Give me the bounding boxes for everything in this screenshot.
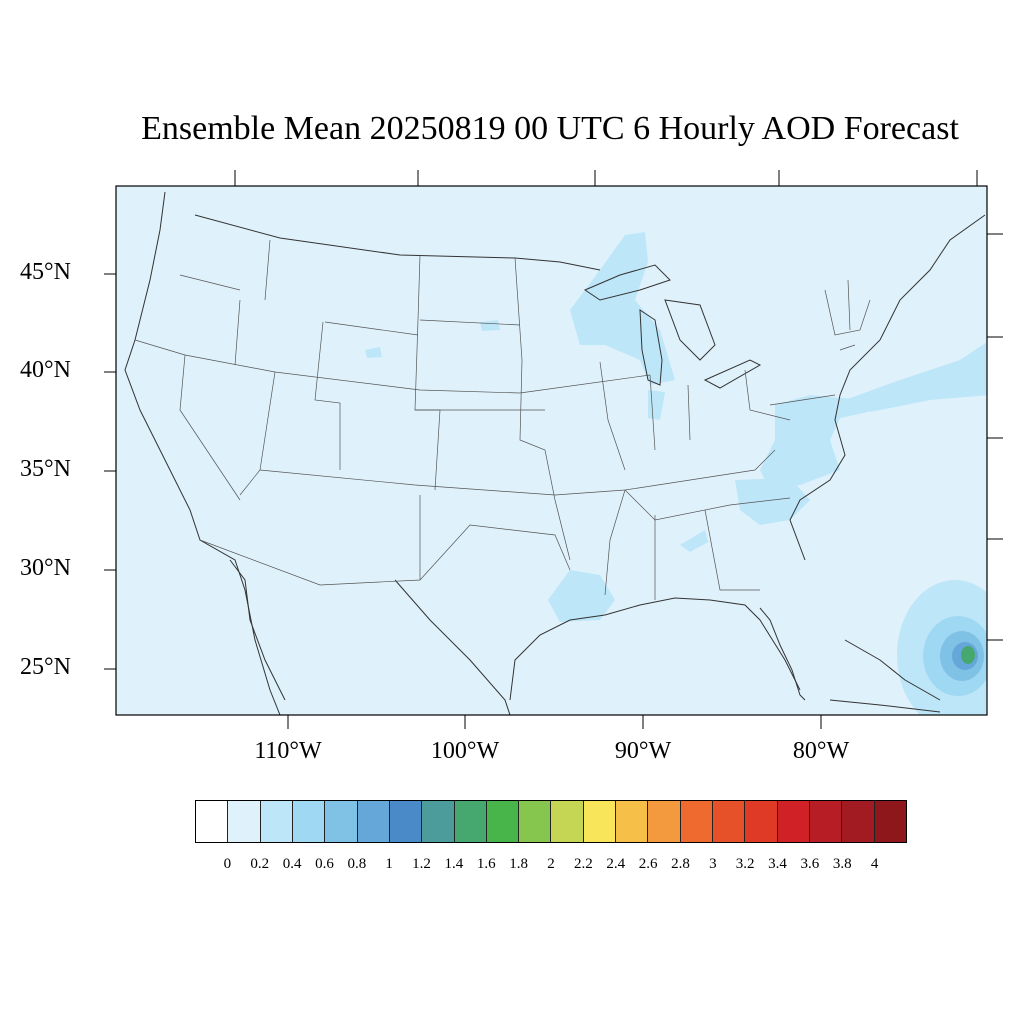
colorbar-level-label: 0.6: [315, 856, 334, 872]
colorbar-level-label: 0.2: [250, 856, 270, 872]
lat-ticks: [104, 273, 116, 670]
colorbar-swatch: [228, 801, 261, 842]
lake-erie: [703, 359, 762, 389]
map-frame: [115, 185, 988, 716]
aod-region-alabama: [680, 530, 708, 552]
colorbar-level-label: 2: [547, 856, 555, 872]
colorbar-swatch: [422, 801, 455, 842]
colorbar-level-label: 1.4: [444, 856, 464, 872]
colorbar-level-label: 3.2: [735, 856, 755, 872]
texas-coast-line: [509, 597, 801, 701]
gulf-coast-line: [394, 579, 511, 715]
colorbar-swatch: [551, 801, 584, 842]
aod-region-carolinas: [735, 478, 810, 525]
colorbar-swatch: [486, 801, 520, 842]
lon-label-110: 110°W: [254, 738, 322, 764]
colorbar-swatch: [648, 801, 681, 842]
state-borders: [134, 239, 871, 600]
top-ticks: [234, 170, 978, 186]
lake-superior: [583, 264, 671, 301]
aod-region-wyoming: [365, 347, 382, 358]
lon-label-80: 80°W: [792, 738, 850, 764]
bottom-ticks: [287, 715, 822, 729]
bahamas: [844, 639, 941, 701]
colorbar-level-label: 1.2: [412, 856, 431, 872]
cuba: [829, 699, 941, 713]
colorbar-swatch: [713, 801, 746, 842]
colorbar: [195, 800, 907, 843]
colorbar-swatch: [616, 801, 649, 842]
colorbar-swatch: [292, 801, 326, 842]
canada-border-line: [194, 214, 601, 271]
aod-region-great-lakes: [570, 232, 675, 385]
colorbar-swatch: [454, 801, 487, 842]
colorbar-swatch: [680, 801, 713, 842]
aod-region-mid-atlantic: [760, 395, 870, 490]
lon-label-90: 90°W: [614, 738, 672, 764]
colorbar-level-label: 3.8: [832, 856, 852, 872]
colorbar-level-label: 2.2: [573, 856, 593, 872]
colorbar-level-label: 4: [870, 856, 879, 872]
colorbar-level-label: 0: [223, 856, 232, 872]
map-title: Ensemble Mean 20250819 00 UTC 6 Hourly A…: [141, 110, 959, 147]
colorbar-level-label: 0.8: [347, 856, 367, 872]
colorbar-swatch: [325, 801, 358, 842]
colorbar-swatch: [389, 801, 423, 842]
colorbar-level-label: 0.4: [282, 856, 302, 872]
colorbar-swatch: [842, 801, 875, 842]
east-coast-line: [789, 214, 986, 561]
lat-label-25: 25°N: [20, 654, 71, 680]
baja-line: [229, 559, 286, 701]
colorbar-level-label: 2.4: [606, 856, 626, 872]
colorbar-swatch: [196, 801, 229, 842]
aod-region-south-dakota: [480, 320, 500, 331]
lon-label-100: 100°W: [430, 738, 500, 764]
lake-michigan: [639, 309, 663, 386]
florida-line: [759, 607, 806, 701]
lake-huron: [664, 299, 716, 361]
colorbar-swatch: [260, 801, 293, 842]
colorbar-swatch: [874, 801, 906, 842]
colorbar-level-label: 1.8: [509, 856, 528, 872]
colorbar-swatch: [519, 801, 552, 842]
colorbar-level-label: 1.6: [476, 856, 496, 872]
aod-plume-peak: [961, 646, 975, 664]
colorbar-level-label: 2.6: [638, 856, 658, 872]
map-background: [116, 186, 987, 715]
colorbar-swatch: [809, 801, 843, 842]
colorbar-swatch: [357, 801, 390, 842]
aod-region-louisiana: [548, 570, 615, 622]
colorbar-swatch: [583, 801, 617, 842]
aod-region-atlantic-plume: [845, 342, 987, 412]
lat-label-40: 40°N: [20, 357, 71, 383]
lat-label-45: 45°N: [20, 259, 71, 285]
lat-label-30: 30°N: [20, 555, 71, 581]
colorbar-swatch: [777, 801, 810, 842]
colorbar-level-label: 3.6: [800, 856, 820, 872]
colorbar-level-label: 1: [385, 856, 393, 872]
colorbar-level-label: 3.4: [768, 856, 787, 872]
colorbar-level-label: 3: [709, 856, 717, 872]
right-ticks: [987, 233, 1003, 641]
west-coast-line: [124, 191, 281, 715]
colorbar-swatch: [745, 801, 778, 842]
lat-label-35: 35°N: [20, 456, 71, 482]
colorbar-level-label: 2.8: [671, 856, 690, 872]
